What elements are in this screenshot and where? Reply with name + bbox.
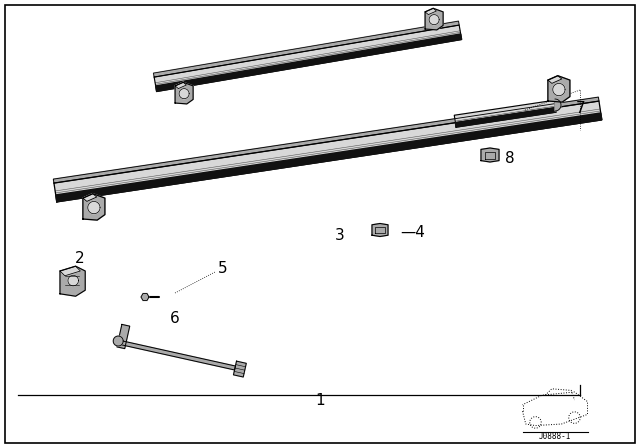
Polygon shape [118,340,236,370]
Polygon shape [175,82,186,89]
Text: 6: 6 [170,310,180,326]
Polygon shape [83,194,97,202]
Polygon shape [60,266,85,296]
Text: 7: 7 [576,100,586,116]
Polygon shape [60,266,81,276]
Polygon shape [429,15,439,25]
Polygon shape [175,82,193,104]
Text: 2: 2 [75,250,85,266]
Polygon shape [555,99,561,111]
Text: 1: 1 [315,392,325,408]
Text: 3: 3 [335,228,345,242]
Polygon shape [548,76,570,102]
Polygon shape [456,108,556,127]
Polygon shape [179,89,189,99]
Polygon shape [425,9,443,30]
Polygon shape [234,361,246,377]
Text: 8: 8 [505,151,515,165]
Polygon shape [454,100,556,127]
Polygon shape [54,101,602,202]
Polygon shape [425,9,436,15]
Polygon shape [548,76,562,83]
Polygon shape [88,202,100,214]
Text: 5: 5 [218,260,228,276]
Polygon shape [156,34,461,91]
Polygon shape [83,194,105,220]
Polygon shape [481,148,499,162]
Polygon shape [56,113,602,202]
Polygon shape [117,324,130,349]
Polygon shape [372,224,388,237]
Polygon shape [53,97,599,183]
Polygon shape [553,83,565,96]
Polygon shape [154,21,459,77]
Text: —4: —4 [400,224,425,240]
Polygon shape [154,25,461,91]
Text: J0888-1: J0888-1 [539,432,571,441]
Polygon shape [141,293,149,301]
Polygon shape [113,336,124,346]
Polygon shape [68,276,79,286]
